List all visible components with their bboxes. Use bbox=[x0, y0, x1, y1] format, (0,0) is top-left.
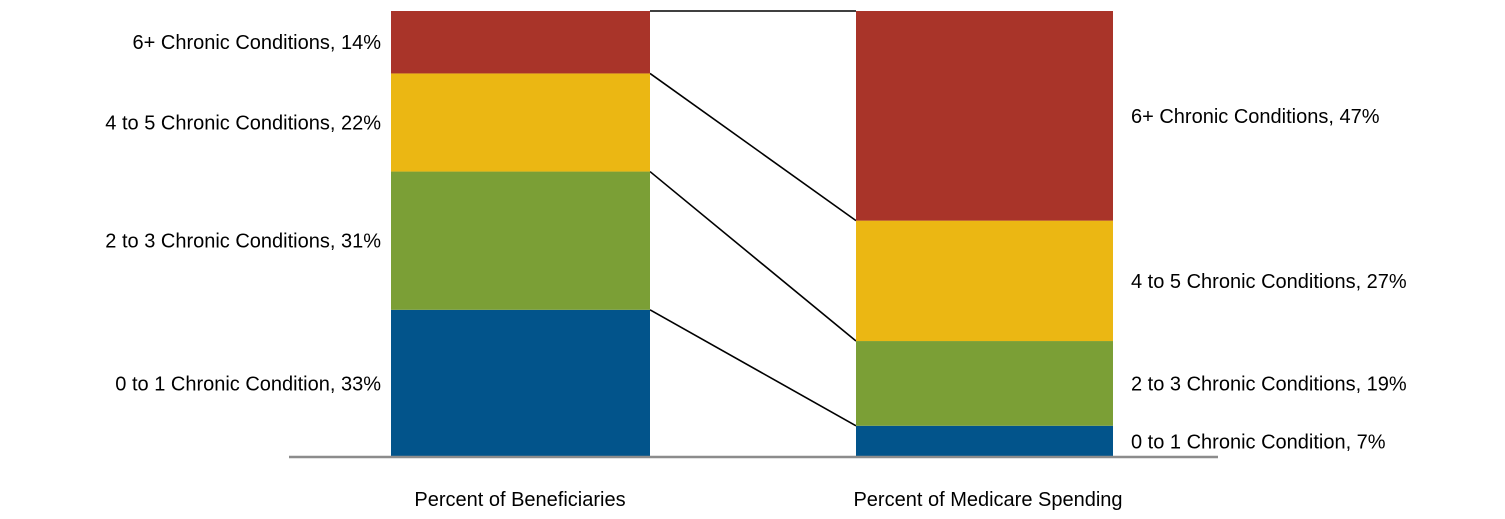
segment-label-c0to1-beneficiaries: 0 to 1 Chronic Condition, 33% bbox=[115, 373, 381, 395]
bar-segment-c4to5-spending bbox=[856, 220, 1113, 342]
bar-segment-c4to5-beneficiaries bbox=[391, 73, 650, 172]
category-label-spending: Percent of Medicare Spending bbox=[853, 489, 1122, 511]
bar-segment-c0to1-spending bbox=[856, 425, 1113, 457]
connector-line-c2to3 bbox=[649, 170, 857, 342]
bar-segment-c2to3-beneficiaries bbox=[391, 171, 650, 310]
segment-labels: 0 to 1 Chronic Condition, 33% 2 to 3 Chro… bbox=[105, 32, 1407, 453]
segment-label-c2to3-beneficiaries: 2 to 3 Chronic Conditions, 31% bbox=[105, 231, 381, 253]
bar-segment-c6plus-beneficiaries bbox=[391, 11, 650, 74]
segment-label-c2to3-spending: 2 to 3 Chronic Conditions, 19% bbox=[1131, 373, 1407, 395]
segment-label-c4to5-beneficiaries: 4 to 5 Chronic Conditions, 22% bbox=[105, 113, 381, 135]
bar-segment-c0to1-beneficiaries bbox=[391, 309, 650, 457]
segment-label-c4to5-spending: 4 to 5 Chronic Conditions, 27% bbox=[1131, 271, 1407, 293]
category-label-beneficiaries: Percent of Beneficiaries bbox=[414, 489, 625, 511]
bar-segment-c2to3-spending bbox=[856, 341, 1113, 426]
bar-segments bbox=[391, 11, 1113, 457]
connector-line-c0to1 bbox=[649, 309, 857, 427]
segment-label-c0to1-spending: 0 to 1 Chronic Condition, 7% bbox=[1131, 431, 1386, 453]
connector-line-c4to5 bbox=[649, 72, 857, 222]
category-labels: Percent of Beneficiaries Percent of Medic… bbox=[414, 489, 1122, 511]
segment-label-c6plus-spending: 6+ Chronic Conditions, 47% bbox=[1131, 106, 1380, 128]
bar-segment-c6plus-spending bbox=[856, 11, 1113, 221]
segment-label-c6plus-beneficiaries: 6+ Chronic Conditions, 14% bbox=[133, 32, 382, 54]
connector-lines bbox=[649, 10, 857, 427]
